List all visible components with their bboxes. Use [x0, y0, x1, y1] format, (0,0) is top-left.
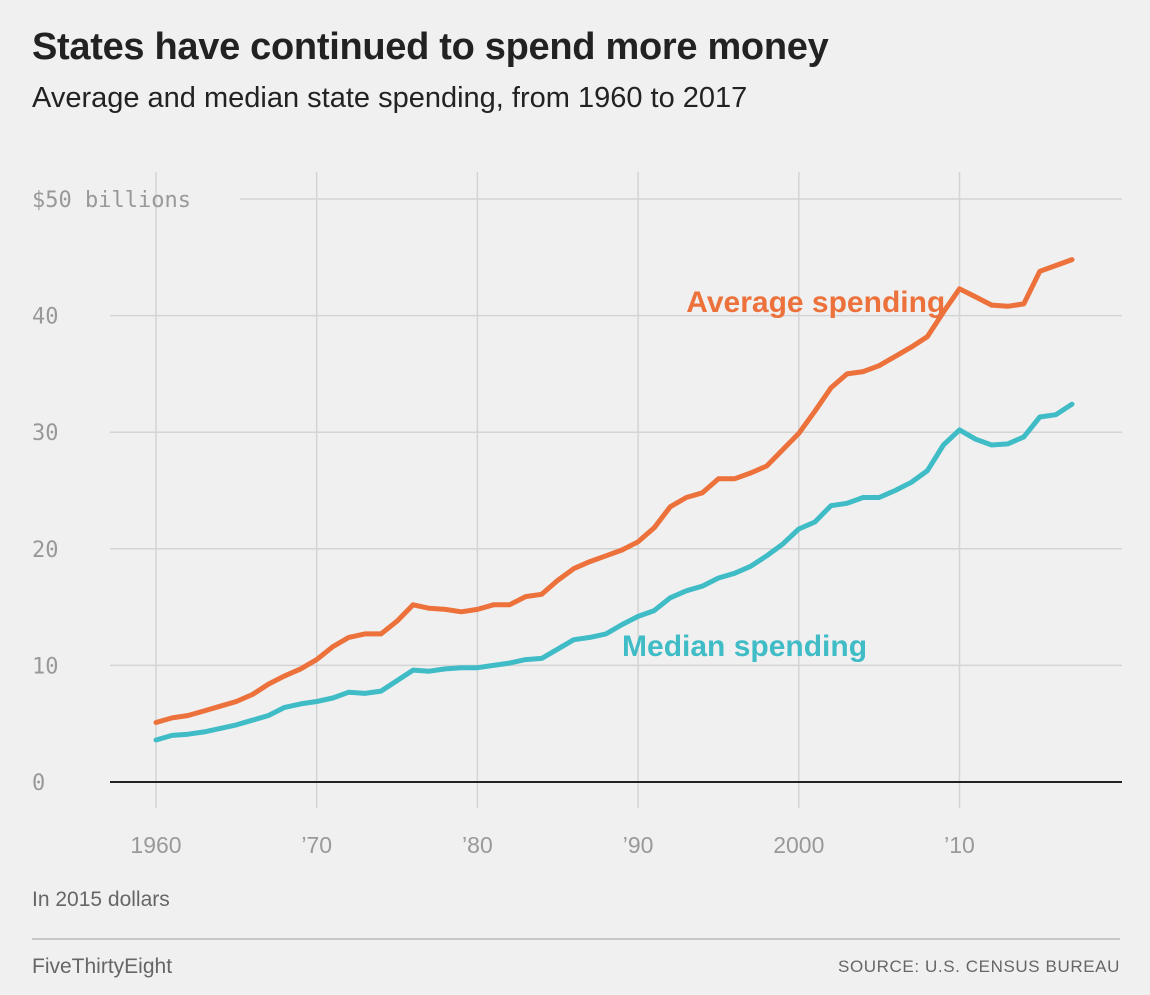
- x-tick-label: ’80: [462, 832, 493, 858]
- grid-lines: [110, 172, 1122, 808]
- y-tick-label: 40: [32, 305, 59, 330]
- x-tick-label: ’70: [301, 832, 332, 858]
- y-tick-label: 20: [32, 538, 59, 563]
- x-tick-label: ’10: [944, 832, 975, 858]
- y-tick-label: $50 billions: [32, 188, 191, 213]
- series-lines: [153, 257, 1075, 743]
- y-tick-labels: 0 10 20 30 40 $50 billions: [32, 188, 191, 796]
- x-tick-label: 1960: [130, 832, 181, 858]
- chart-title: States have continued to spend more mone…: [32, 26, 829, 68]
- chart-subtitle: Average and median state spending, from …: [32, 82, 748, 114]
- y-tick-label: 30: [32, 421, 59, 446]
- units-note: In 2015 dollars: [32, 888, 170, 911]
- median-spending-line: [153, 401, 1075, 743]
- brand-name: FiveThirtyEight: [32, 955, 173, 978]
- series-labels: Average spending Median spending: [622, 286, 945, 663]
- x-tick-labels: 1960 ’70 ’80 ’90 2000 ’10: [130, 832, 974, 858]
- y-tick-label: 10: [32, 654, 59, 679]
- median-spending-label: Median spending: [622, 630, 867, 663]
- y-tick-label: 0: [32, 771, 45, 796]
- x-tick-label: ’90: [623, 832, 654, 858]
- x-tick-label: 2000: [773, 832, 824, 858]
- average-spending-line: [153, 257, 1075, 725]
- footer-divider: [32, 938, 1120, 940]
- source-credit: SOURCE: U.S. CENSUS BUREAU: [838, 957, 1120, 976]
- average-spending-label: Average spending: [686, 286, 945, 319]
